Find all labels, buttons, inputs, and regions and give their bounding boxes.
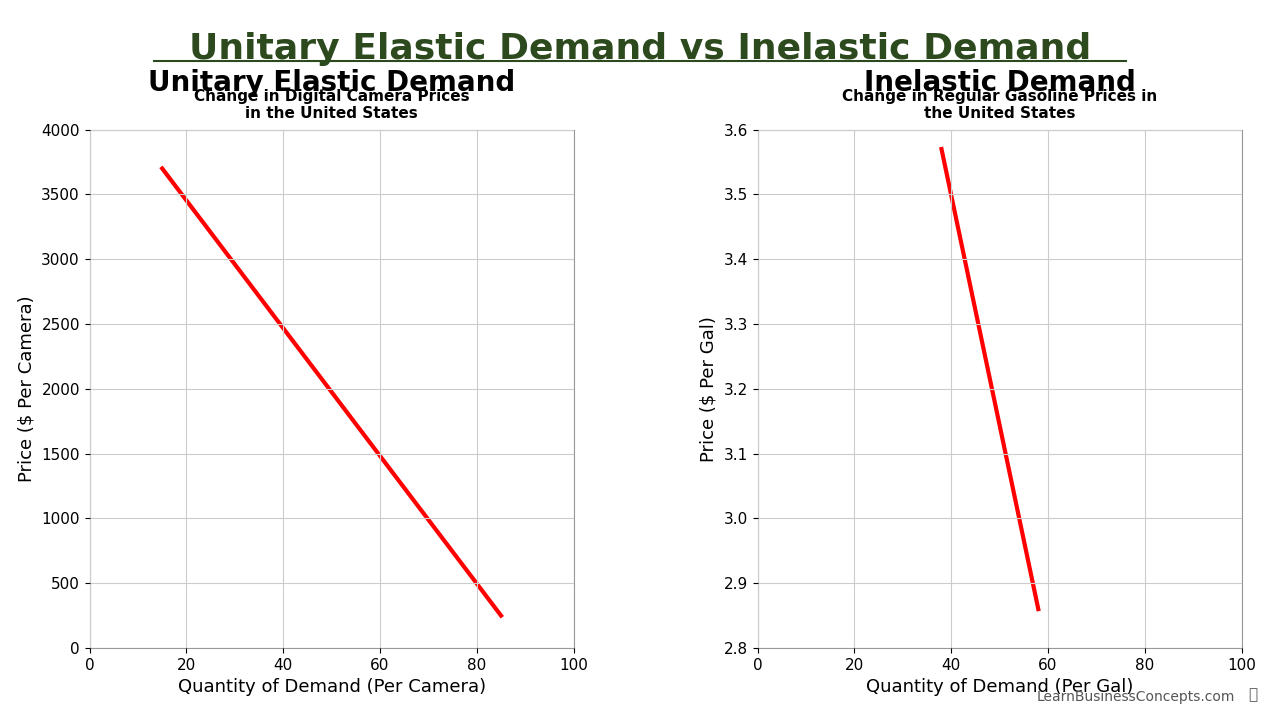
Text: Inelastic Demand: Inelastic Demand <box>864 69 1135 97</box>
Y-axis label: Price ($ Per Gal): Price ($ Per Gal) <box>700 316 718 462</box>
Title: Change in Regular Gasoline Prices in
the United States: Change in Regular Gasoline Prices in the… <box>842 89 1157 122</box>
X-axis label: Quantity of Demand (Per Gal): Quantity of Demand (Per Gal) <box>865 678 1133 696</box>
X-axis label: Quantity of Demand (Per Camera): Quantity of Demand (Per Camera) <box>178 678 485 696</box>
Text: Unitary Elastic Demand vs Inelastic Demand: Unitary Elastic Demand vs Inelastic Dema… <box>189 32 1091 66</box>
Title: Change in Digital Camera Prices
in the United States: Change in Digital Camera Prices in the U… <box>193 89 470 122</box>
Y-axis label: Price ($ Per Camera): Price ($ Per Camera) <box>18 295 36 482</box>
Text: LearnBusinessConcepts.com: LearnBusinessConcepts.com <box>1037 690 1235 704</box>
Text: Ⓛ: Ⓛ <box>1248 687 1257 702</box>
Text: Unitary Elastic Demand: Unitary Elastic Demand <box>148 69 516 97</box>
